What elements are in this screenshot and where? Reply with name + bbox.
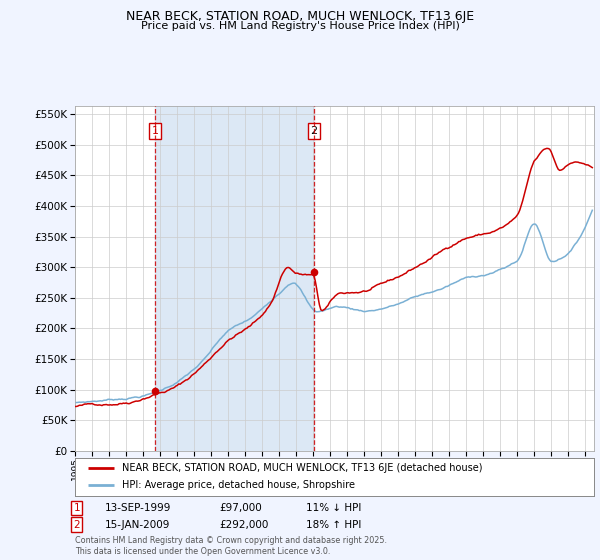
Text: £292,000: £292,000	[219, 520, 268, 530]
Text: 1: 1	[73, 503, 80, 513]
Text: 2: 2	[73, 520, 80, 530]
Text: 1: 1	[152, 126, 158, 136]
Text: £97,000: £97,000	[219, 503, 262, 513]
Text: HPI: Average price, detached house, Shropshire: HPI: Average price, detached house, Shro…	[122, 480, 355, 491]
Text: 2: 2	[310, 126, 317, 136]
Text: 15-JAN-2009: 15-JAN-2009	[105, 520, 170, 530]
Text: NEAR BECK, STATION ROAD, MUCH WENLOCK, TF13 6JE (detached house): NEAR BECK, STATION ROAD, MUCH WENLOCK, T…	[122, 463, 482, 473]
Text: Price paid vs. HM Land Registry's House Price Index (HPI): Price paid vs. HM Land Registry's House …	[140, 21, 460, 31]
Text: 18% ↑ HPI: 18% ↑ HPI	[306, 520, 361, 530]
Text: 11% ↓ HPI: 11% ↓ HPI	[306, 503, 361, 513]
Bar	[155, 106, 314, 451]
Text: 13-SEP-1999: 13-SEP-1999	[105, 503, 172, 513]
Text: NEAR BECK, STATION ROAD, MUCH WENLOCK, TF13 6JE: NEAR BECK, STATION ROAD, MUCH WENLOCK, T…	[126, 10, 474, 23]
Text: Contains HM Land Registry data © Crown copyright and database right 2025.
This d: Contains HM Land Registry data © Crown c…	[75, 536, 387, 556]
